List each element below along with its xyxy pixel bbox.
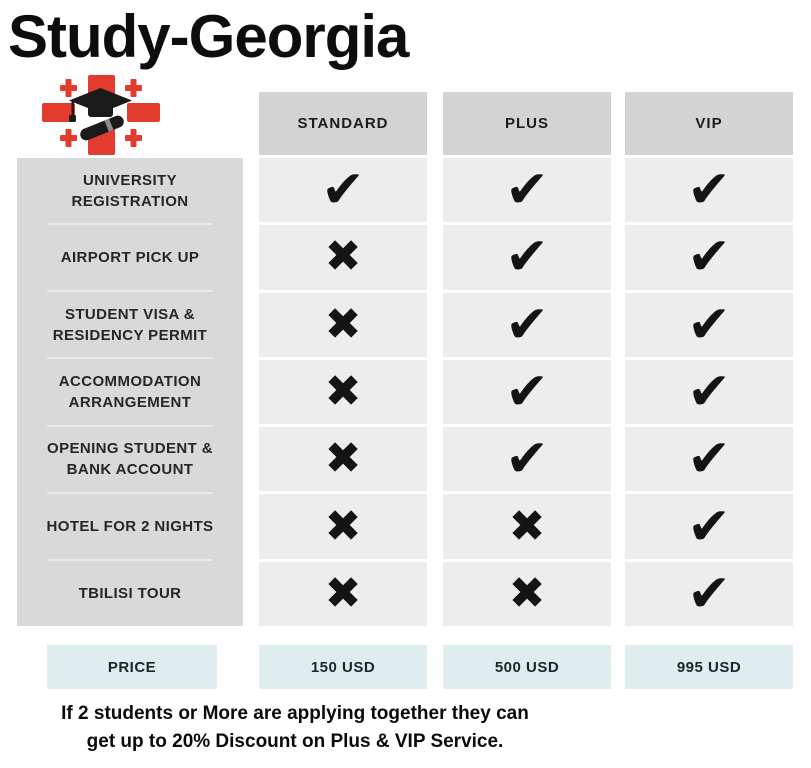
check-icon: ✔ bbox=[625, 359, 793, 425]
small-cross-bl bbox=[60, 129, 77, 147]
cross-icon: ✖ bbox=[259, 292, 427, 357]
feature-label: TBILISI TOUR bbox=[78, 584, 182, 602]
check-icon: ✔ bbox=[625, 225, 793, 290]
small-cross-tr bbox=[125, 79, 142, 97]
check-icon: ✔ bbox=[625, 561, 793, 626]
feature-label: AIRPORT PICK UP bbox=[60, 249, 200, 267]
page-title: Study-Georgia bbox=[8, 3, 409, 70]
cross-icon: ✖ bbox=[259, 561, 427, 626]
check-icon: ✔ bbox=[625, 494, 793, 559]
feature-label: STUDENT VISA & RESIDENCY PERMIT bbox=[52, 305, 208, 344]
cross-icon: ✖ bbox=[259, 225, 427, 290]
price-standard: 150 USD bbox=[259, 645, 427, 689]
cross-icon: ✖ bbox=[259, 359, 427, 425]
price-plus: 500 USD bbox=[443, 645, 611, 689]
check-icon: ✔ bbox=[625, 158, 793, 223]
discount-note-line2: get up to 20% Discount on Plus & VIP Ser… bbox=[86, 731, 504, 752]
plan-column-vip: VIP ✔ ✔ ✔ ✔ ✔ ✔ ✔ bbox=[625, 92, 793, 626]
plan-column-plus: PLUS ✔ ✔ ✔ ✔ ✔ ✖ ✖ bbox=[443, 92, 611, 626]
price-row-label: PRICE bbox=[47, 645, 217, 689]
divider bbox=[47, 357, 213, 360]
check-icon: ✔ bbox=[443, 359, 611, 425]
small-cross-br bbox=[125, 129, 142, 147]
plan-header-standard: STANDARD bbox=[259, 92, 427, 155]
plan-header-vip: VIP bbox=[625, 92, 793, 155]
divider bbox=[47, 424, 213, 427]
study-georgia-logo-icon bbox=[42, 75, 160, 155]
discount-note: If 2 students or More are applying toget… bbox=[15, 700, 575, 756]
small-cross-tl bbox=[60, 79, 77, 97]
feature-label: UNIVERSITY REGISTRATION bbox=[71, 171, 189, 210]
divider bbox=[47, 290, 213, 293]
check-icon: ✔ bbox=[443, 427, 611, 492]
plan-header-plus: PLUS bbox=[443, 92, 611, 155]
feature-label: HOTEL FOR 2 NIGHTS bbox=[46, 517, 214, 535]
feature-label-panel: UNIVERSITY REGISTRATION AIRPORT PICK UP … bbox=[17, 158, 243, 626]
check-icon: ✔ bbox=[443, 225, 611, 290]
feature-label: OPENING STUDENT & BANK ACCOUNT bbox=[47, 440, 213, 479]
check-icon: ✔ bbox=[443, 158, 611, 223]
check-icon: ✔ bbox=[625, 292, 793, 357]
check-icon: ✔ bbox=[259, 158, 427, 223]
plan-column-standard: STANDARD ✔ ✖ ✖ ✖ ✖ ✖ ✖ bbox=[259, 92, 427, 626]
cross-icon: ✖ bbox=[259, 427, 427, 492]
price-vip: 995 USD bbox=[625, 645, 793, 689]
divider bbox=[47, 223, 213, 226]
divider bbox=[47, 491, 213, 494]
cross-icon: ✖ bbox=[443, 494, 611, 559]
check-icon: ✔ bbox=[443, 292, 611, 357]
feature-label: ACCOMMODATION ARRANGEMENT bbox=[58, 372, 202, 411]
graduation-cap-icon bbox=[69, 88, 132, 141]
cross-icon: ✖ bbox=[259, 494, 427, 559]
divider bbox=[47, 558, 213, 561]
check-icon: ✔ bbox=[625, 427, 793, 492]
discount-note-line1: If 2 students or More are applying toget… bbox=[61, 703, 529, 724]
cross-icon: ✖ bbox=[443, 561, 611, 626]
